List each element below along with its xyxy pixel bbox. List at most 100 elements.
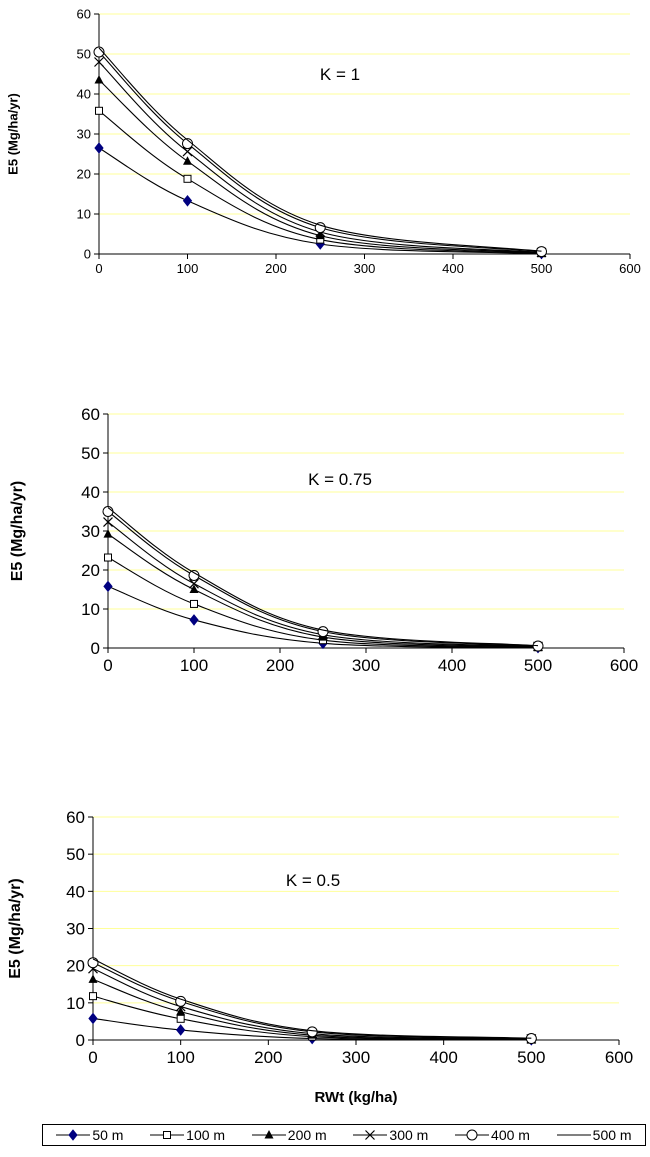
series-line [98, 61, 542, 253]
x-tick-label: 500 [531, 261, 553, 276]
legend-label: 100 m [186, 1127, 226, 1143]
data-point [103, 517, 113, 527]
series-line [107, 511, 539, 647]
series-400m [93, 46, 547, 258]
series-500m [92, 958, 532, 1039]
series-line [92, 968, 532, 1040]
x-tick-label: 600 [619, 261, 641, 276]
series-line [107, 507, 539, 647]
legend-marker-icon [556, 1134, 591, 1136]
series-line [98, 147, 542, 255]
x-tick-label: 600 [605, 1048, 633, 1067]
series-line [107, 521, 539, 647]
legend-marker [68, 1129, 78, 1141]
data-point [183, 156, 192, 165]
y-tick-label: 10 [77, 207, 91, 222]
legend-marker [163, 1131, 172, 1139]
series-line [107, 557, 539, 648]
x-tick-label: 100 [177, 261, 199, 276]
data-point [183, 174, 192, 183]
data-point [189, 584, 199, 593]
legend-label: 50 m [92, 1127, 124, 1143]
series-line [98, 110, 542, 254]
x-tick-label: 500 [524, 656, 552, 675]
data-point [103, 580, 113, 593]
x-tick-label: 600 [610, 656, 638, 675]
y-tick-label: 20 [81, 561, 100, 580]
data-point [94, 75, 104, 84]
data-point [188, 569, 200, 581]
legend-label: 500 m [592, 1127, 632, 1143]
legend: 50 m 100 m 200 m 300 m 400 m 500 m [42, 1124, 646, 1146]
data-point [532, 640, 544, 652]
legend-label: 400 m [491, 1127, 530, 1143]
legend-item: 500 m [556, 1127, 632, 1143]
k-annotation: K = 0.75 [308, 470, 372, 489]
y-axis-label: E5 (Mg/ha/yr) [5, 93, 20, 175]
y-tick-label: 0 [76, 1031, 85, 1050]
x-tick-label: 300 [352, 656, 380, 675]
legend-marker-icon [56, 1129, 91, 1141]
series-line [98, 51, 542, 253]
x-axis-label: RWt (kg/ha) [314, 1089, 397, 1106]
legend-marker-icon [455, 1129, 490, 1141]
data-point [182, 194, 193, 207]
legend-item: 200 m [251, 1127, 327, 1143]
y-tick-label: 60 [66, 808, 85, 827]
legend-marker-icon [251, 1130, 286, 1139]
legend-marker-icon [150, 1131, 185, 1139]
legend-item: 50 m [56, 1127, 123, 1143]
x-tick-label: 0 [103, 656, 112, 675]
x-tick-label: 300 [342, 1048, 370, 1067]
data-point [306, 1026, 318, 1038]
data-point [94, 57, 104, 67]
data-point [104, 553, 112, 562]
y-tick-label: 60 [81, 405, 100, 424]
y-axis-label: E5 (Mg/ha/yr) [9, 481, 26, 581]
y-tick-label: 50 [77, 47, 91, 62]
x-tick-label: 0 [88, 1048, 97, 1067]
data-point [536, 246, 547, 258]
data-point [182, 146, 193, 157]
data-point [189, 614, 199, 626]
data-point [103, 529, 113, 538]
y-tick-label: 10 [81, 600, 100, 619]
data-point [88, 1012, 98, 1025]
data-point [176, 1024, 186, 1036]
legend-marker [365, 1130, 376, 1140]
y-tick-label: 0 [84, 247, 91, 262]
y-tick-label: 50 [81, 444, 100, 463]
data-point [176, 1006, 186, 1016]
y-tick-label: 0 [91, 639, 100, 658]
legend-marker [264, 1130, 274, 1139]
series-line [107, 533, 539, 648]
series-500m [107, 507, 539, 647]
data-point [190, 599, 198, 608]
y-tick-label: 20 [77, 167, 91, 182]
x-tick-label: 500 [517, 1048, 545, 1067]
x-tick-label: 100 [166, 1048, 194, 1067]
y-tick-label: 10 [66, 994, 85, 1013]
series-line [107, 585, 539, 649]
data-point [314, 222, 326, 234]
series-line [92, 995, 532, 1041]
y-axis-label: E5 (Mg/ha/yr) [7, 878, 24, 978]
x-tick-label: 200 [254, 1048, 282, 1067]
series-line [98, 47, 542, 252]
series-line [98, 79, 542, 254]
y-tick-label: 40 [66, 882, 85, 901]
k-annotation: K = 1 [320, 65, 360, 84]
legend-marker-icon [353, 1130, 388, 1140]
legend-marker [466, 1129, 478, 1141]
legend-label: 200 m [287, 1127, 327, 1143]
y-tick-label: 40 [81, 483, 100, 502]
k-annotation: K = 0.5 [286, 871, 340, 890]
y-tick-label: 40 [77, 87, 91, 102]
legend-item: 400 m [455, 1127, 530, 1143]
y-tick-label: 20 [66, 957, 85, 976]
series-line [92, 962, 532, 1040]
x-tick-label: 200 [266, 656, 294, 675]
y-tick-label: 30 [77, 127, 91, 142]
data-point [95, 106, 103, 115]
